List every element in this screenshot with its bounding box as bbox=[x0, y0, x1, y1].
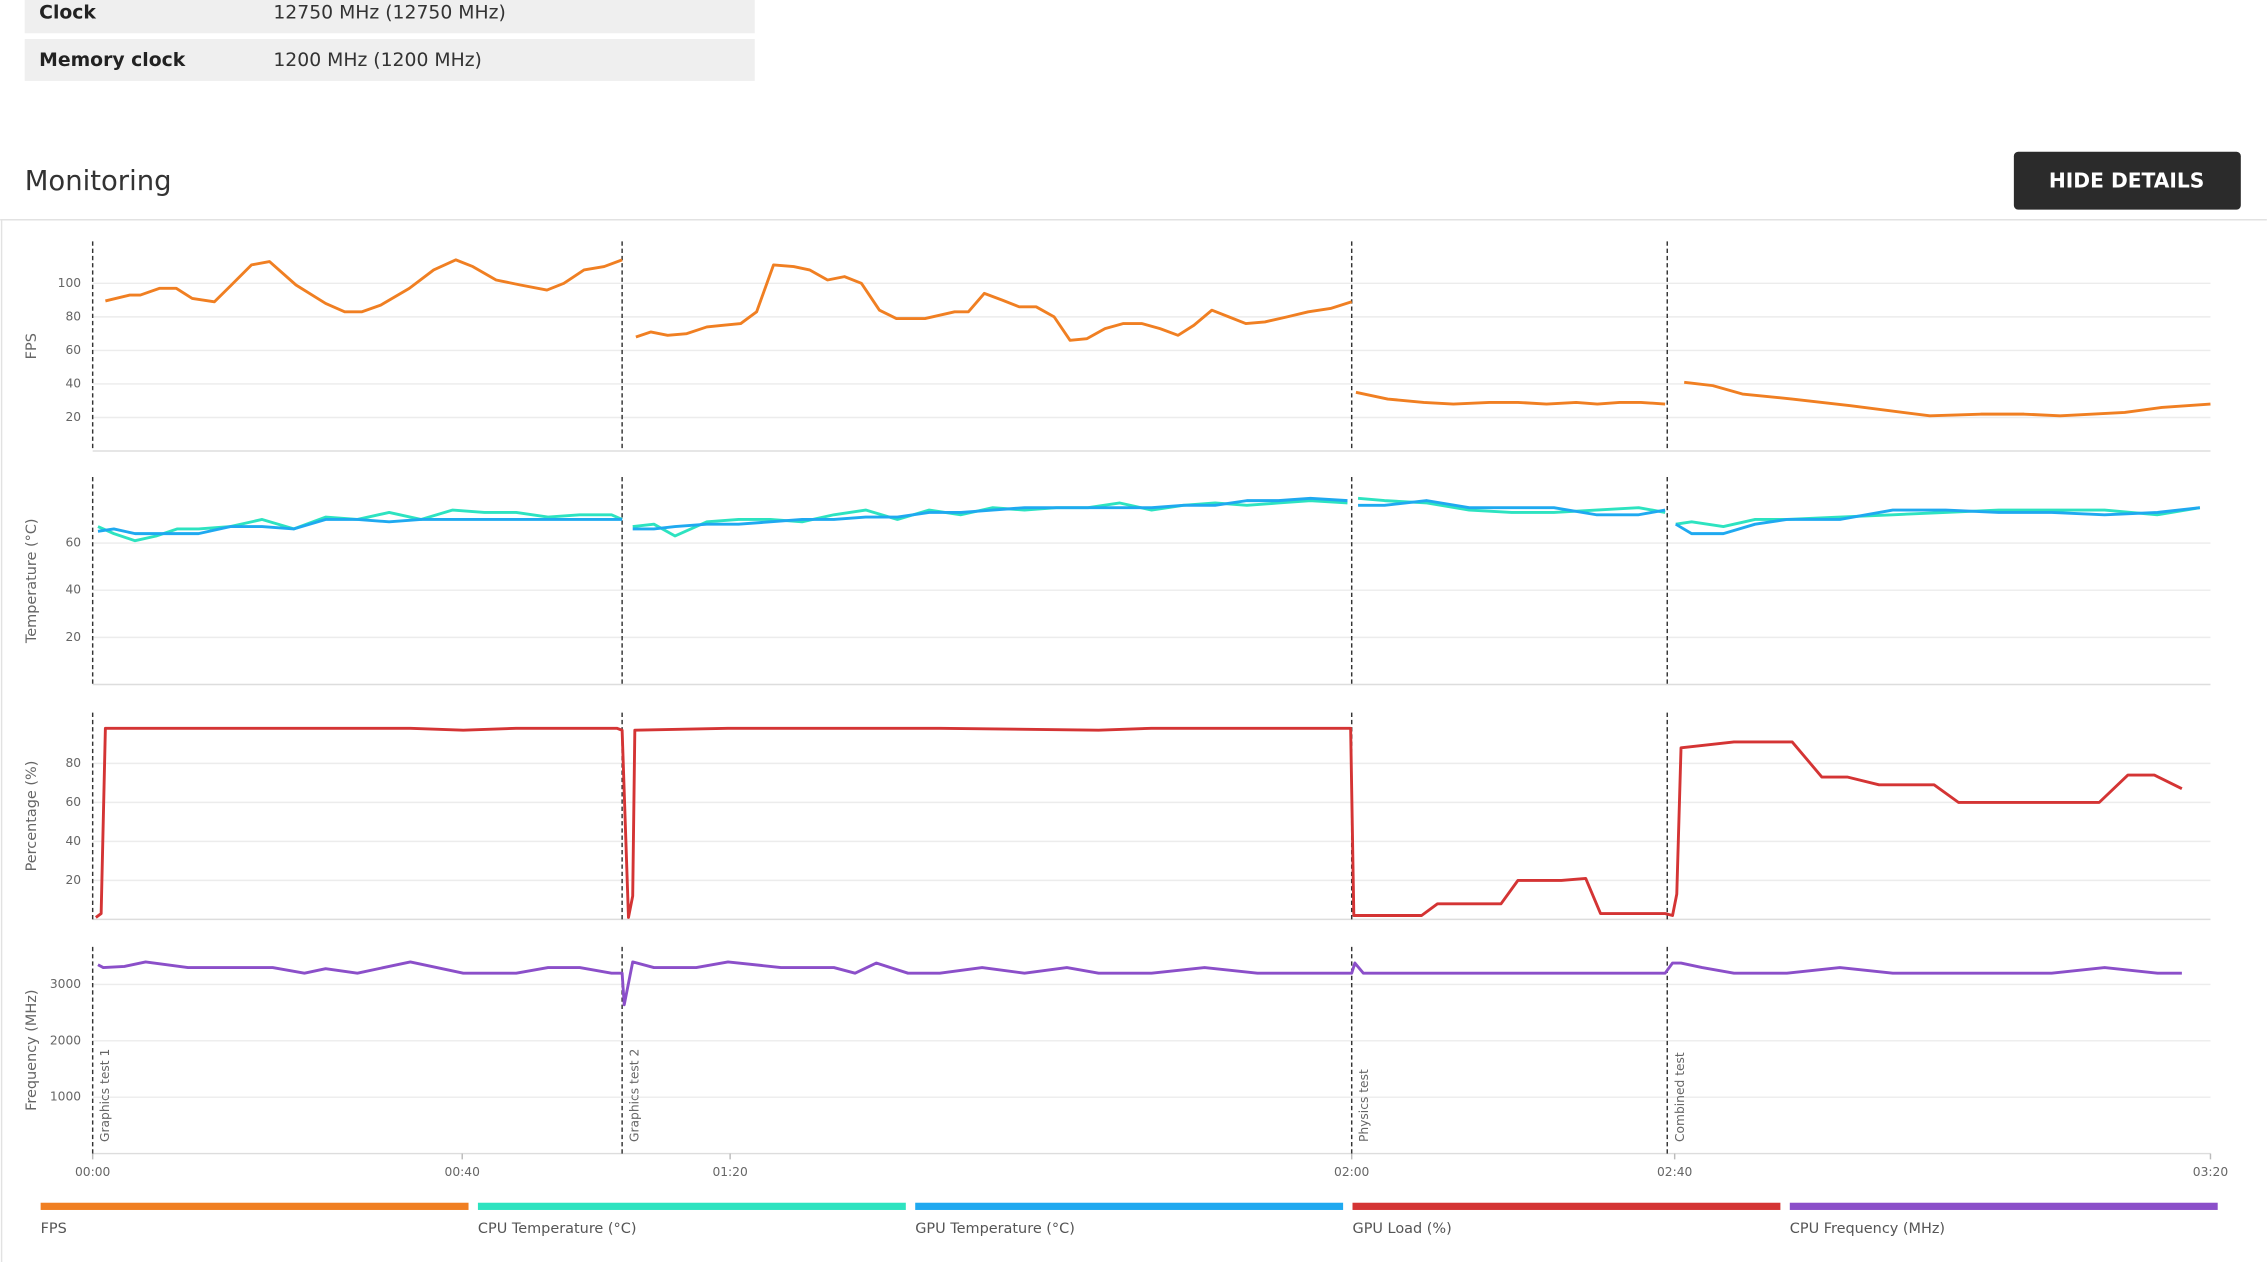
y-tick-label: 40 bbox=[66, 834, 82, 848]
y-tick-label: 100 bbox=[58, 276, 81, 290]
x-tick-label: 02:40 bbox=[1657, 1165, 1692, 1179]
y-tick-label: 60 bbox=[66, 536, 82, 550]
legend-label: FPS bbox=[41, 1221, 67, 1237]
x-tick-label: 03:20 bbox=[2193, 1165, 2228, 1179]
hide-details-button[interactable]: HIDE DETAILS bbox=[2013, 151, 2241, 210]
y-tick-label: 3000 bbox=[50, 977, 81, 991]
legend-label: GPU Load (%) bbox=[1353, 1221, 1452, 1237]
y-tick-label: 80 bbox=[66, 756, 82, 770]
legend-swatch bbox=[1789, 1202, 2218, 1210]
info-row bbox=[24, 39, 755, 81]
marker-label: Physics test bbox=[1357, 1069, 1371, 1142]
y-tick-label: 40 bbox=[66, 583, 82, 597]
y-tick-label: 20 bbox=[66, 630, 82, 644]
info-value: 12750 MHz (12750 MHz) bbox=[273, 3, 505, 24]
legend-swatch bbox=[915, 1202, 1344, 1210]
legend-label: CPU Temperature (°C) bbox=[478, 1221, 637, 1237]
y-tick-label: 20 bbox=[66, 410, 82, 424]
y-axis-label: Frequency (MHz) bbox=[24, 990, 40, 1111]
y-axis-label: Temperature (°C) bbox=[24, 518, 40, 644]
x-tick-label: 02:00 bbox=[1334, 1165, 1369, 1179]
marker-label: Graphics test 2 bbox=[628, 1049, 642, 1142]
info-label: Clock bbox=[39, 3, 96, 24]
y-tick-label: 60 bbox=[66, 343, 82, 357]
legend-swatch bbox=[40, 1202, 469, 1210]
series-line bbox=[105, 258, 2211, 418]
legend-label: GPU Temperature (°C) bbox=[915, 1221, 1075, 1237]
marker-label: Combined test bbox=[1673, 1052, 1687, 1142]
legend-swatch bbox=[1352, 1202, 1781, 1210]
section-title: Monitoring bbox=[25, 166, 172, 197]
y-axis-label: Percentage (%) bbox=[24, 761, 40, 872]
legend-label: CPU Frequency (MHz) bbox=[1790, 1221, 1945, 1237]
button-bg[interactable] bbox=[2013, 151, 2241, 210]
y-axis-label: FPS bbox=[24, 333, 40, 359]
y-tick-label: 1000 bbox=[50, 1090, 81, 1104]
x-tick-label: 00:00 bbox=[75, 1165, 110, 1179]
info-value: 1200 MHz (1200 MHz) bbox=[273, 50, 482, 71]
series-line bbox=[97, 960, 2182, 1007]
x-tick-label: 00:40 bbox=[445, 1165, 480, 1179]
y-tick-label: 20 bbox=[66, 873, 82, 887]
x-tick-label: 01:20 bbox=[712, 1165, 747, 1179]
series-line bbox=[97, 496, 2201, 536]
marker-label: Graphics test 1 bbox=[98, 1049, 112, 1142]
y-tick-label: 80 bbox=[66, 309, 82, 323]
y-tick-label: 2000 bbox=[50, 1033, 81, 1047]
legend-swatch bbox=[477, 1202, 906, 1210]
info-row bbox=[24, 0, 755, 34]
series-line bbox=[94, 726, 2183, 919]
y-tick-label: 60 bbox=[66, 795, 82, 809]
y-tick-label: 40 bbox=[66, 376, 82, 390]
info-label: Memory clock bbox=[39, 50, 186, 71]
button-label[interactable]: HIDE DETAILS bbox=[2049, 169, 2205, 193]
